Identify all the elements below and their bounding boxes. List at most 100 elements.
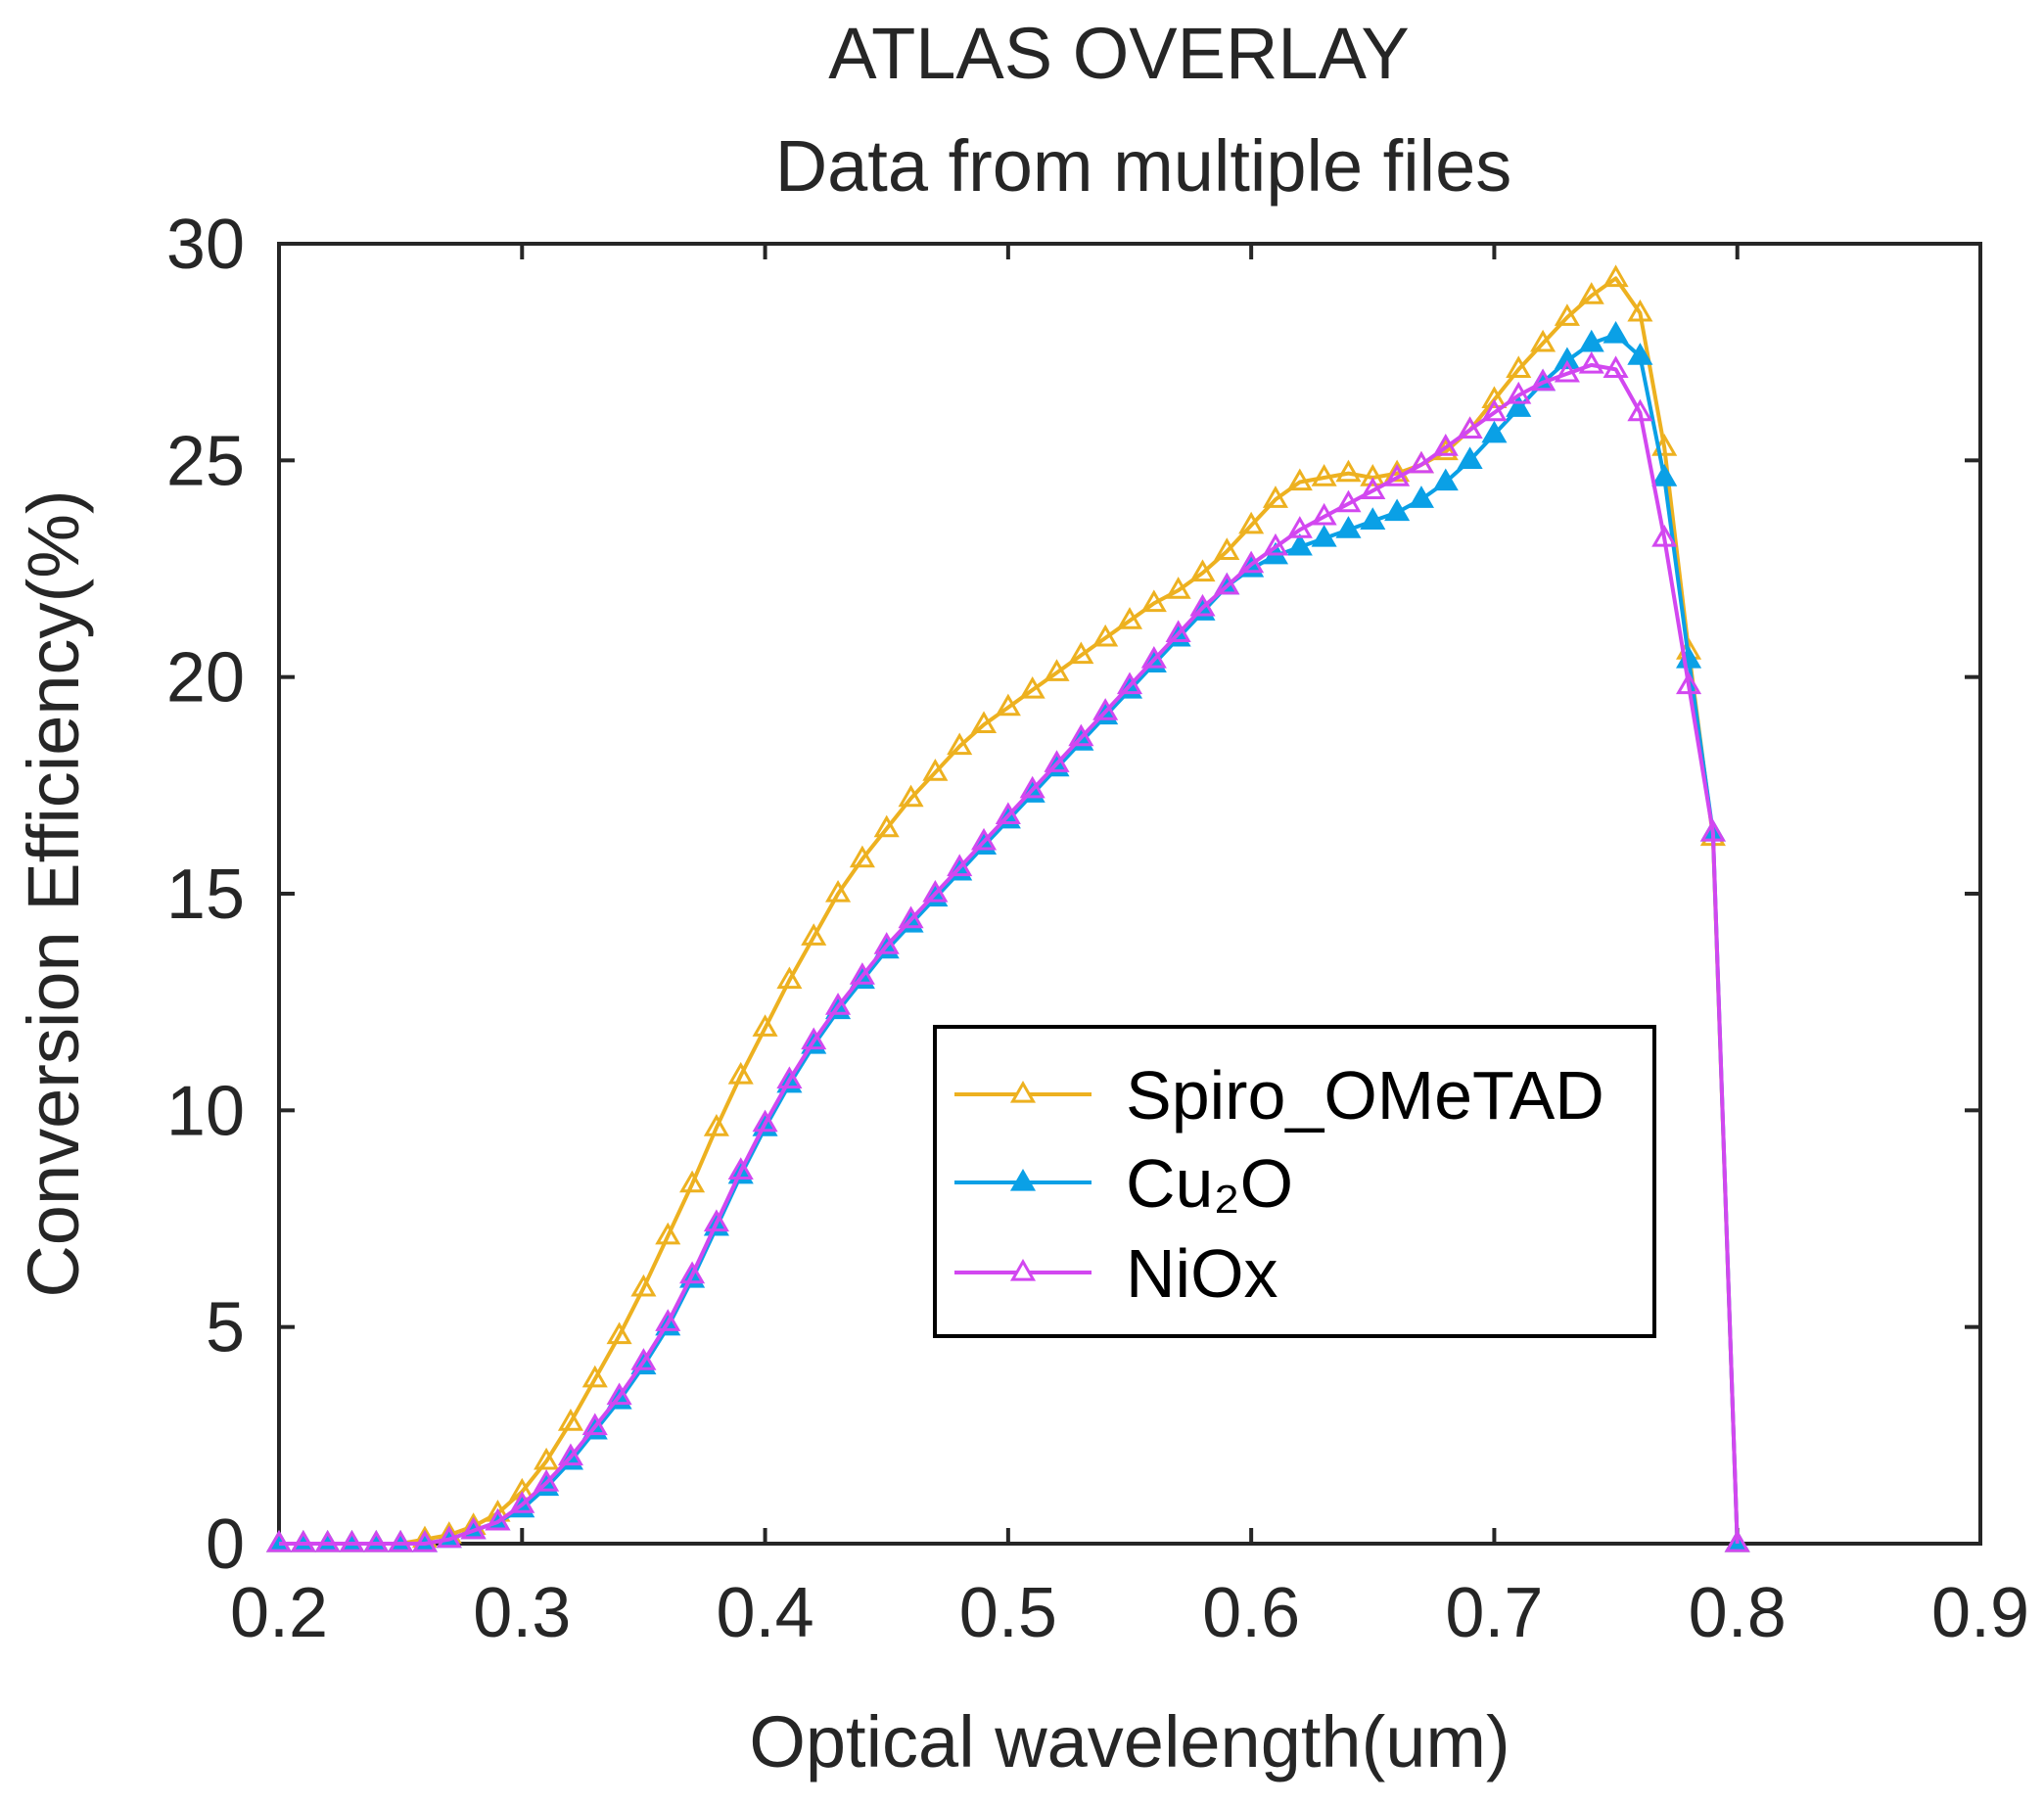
x-tick-label: 0.5 (959, 1574, 1057, 1652)
x-axis-label: Optical wavelength(um) (749, 1701, 1510, 1782)
data-point-niox (1019, 775, 1045, 799)
data-point-spiro-ometad (1238, 511, 1265, 534)
data-point-spiro-ometad (1360, 464, 1386, 486)
y-tick-label: 20 (166, 639, 245, 717)
legend-label: Spiro_OMeTAD (1126, 1057, 1604, 1134)
data-point-niox (1214, 572, 1240, 595)
data-point-spiro-ometad (1506, 355, 1532, 379)
data-point-spiro-ometad (1578, 282, 1604, 304)
data-point-niox (898, 905, 924, 929)
data-point-niox (849, 962, 875, 985)
data-point-niox (947, 854, 973, 877)
x-tick-label: 0.7 (1445, 1574, 1543, 1652)
data-point-spiro-ometad (1092, 624, 1119, 647)
data-point-niox (1506, 381, 1532, 404)
x-tick-label: 0.6 (1202, 1574, 1300, 1652)
data-point-spiro-ometad (1530, 329, 1556, 352)
data-point-cu-o (1286, 532, 1313, 556)
data-point-spiro-ometad (1189, 559, 1216, 582)
data-point-spiro-ometad (898, 784, 924, 808)
data-point-niox (1238, 550, 1265, 574)
data-point-niox (460, 1516, 487, 1540)
data-point-niox (1189, 593, 1216, 617)
data-point-niox (801, 1027, 827, 1050)
x-tick-label: 0.8 (1689, 1574, 1787, 1652)
y-tick-label: 25 (166, 422, 245, 500)
data-point-spiro-ometad (1603, 264, 1629, 288)
data-point-cu-o (1335, 516, 1362, 538)
data-point-spiro-ometad (1481, 386, 1508, 409)
data-point-spiro-ometad (703, 1114, 729, 1136)
data-point-spiro-ometad (1116, 607, 1143, 629)
data-point-niox (679, 1261, 706, 1284)
x-tick-label: 0.9 (1931, 1574, 2029, 1652)
data-point-niox (485, 1507, 511, 1531)
x-tick-label: 0.2 (230, 1574, 328, 1652)
data-point-spiro-ometad (801, 923, 827, 946)
data-point-niox (581, 1412, 608, 1436)
legend-label: NiOx (1126, 1235, 1278, 1312)
data-point-niox (1360, 477, 1386, 499)
data-point-niox (339, 1529, 365, 1552)
series-cu-o (265, 320, 1750, 1552)
data-point-cu-o (1384, 498, 1411, 522)
data-point-spiro-ometad (1335, 459, 1362, 483)
data-point-spiro-ometad (752, 1014, 778, 1037)
data-point-spiro-ometad (1019, 675, 1045, 699)
data-point-niox (703, 1209, 729, 1232)
data-point-cu-o (1627, 343, 1653, 365)
data-point-niox (1140, 645, 1167, 669)
data-point-niox (1262, 532, 1289, 556)
data-point-niox (1092, 698, 1119, 720)
y-axis-label: Conversion Efficiency(%) (13, 489, 94, 1297)
data-point-niox (1335, 489, 1362, 513)
data-point-spiro-ometad (1165, 577, 1191, 599)
data-point-niox (1116, 671, 1143, 695)
legend: Spiro_OMeTAD Cu₂O NiOx (933, 1025, 1656, 1338)
data-point-cu-o (1432, 468, 1459, 491)
data-point-niox (776, 1066, 803, 1088)
data-point-cu-o (1457, 446, 1483, 469)
data-point-niox (995, 802, 1021, 824)
data-point-niox (509, 1491, 535, 1513)
data-point-niox (1432, 434, 1459, 456)
plot-area-frame (277, 242, 1982, 1546)
axis-tick-labels: 0.2 0.3 0.4 0.5 0.6 0.7 0.8 0.9 0 5 10 15 20 25 30 (166, 206, 2029, 1652)
data-point-cu-o (1481, 420, 1508, 443)
y-tick-label: 0 (206, 1505, 245, 1584)
y-tick-label: 10 (166, 1072, 245, 1150)
data-point-niox (1044, 750, 1070, 772)
data-point-spiro-ometad (825, 879, 852, 902)
data-point-spiro-ometad (873, 814, 900, 838)
data-point-niox (1724, 1529, 1750, 1552)
data-point-spiro-ometad (1140, 589, 1167, 613)
y-tick-label: 15 (166, 856, 245, 934)
data-point-spiro-ometad (727, 1061, 754, 1085)
data-point-spiro-ometad (1384, 459, 1411, 483)
data-point-spiro-ometad (1311, 464, 1337, 486)
y-tick-label: 30 (166, 206, 245, 284)
data-point-niox (1603, 355, 1629, 379)
data-point-spiro-ometad (922, 759, 949, 781)
legend-swatch-marker (1009, 1168, 1037, 1191)
data-point-spiro-ometad (655, 1222, 681, 1245)
data-point-spiro-ometad (534, 1447, 560, 1470)
data-point-niox (922, 879, 949, 902)
data-point-niox (534, 1469, 560, 1492)
data-point-spiro-ometad (1044, 659, 1070, 681)
legend-entries: Spiro_OMeTAD Cu₂O NiOx (954, 1057, 1604, 1312)
data-point-cu-o (1603, 320, 1629, 344)
data-point-spiro-ometad (995, 693, 1021, 717)
y-tick-label: 5 (206, 1289, 245, 1367)
data-point-niox (825, 993, 852, 1015)
data-point-spiro-ometad (947, 732, 973, 756)
data-point-cu-o (1311, 525, 1337, 547)
data-point-niox (970, 827, 998, 851)
legend-swatch-marker (1009, 1080, 1037, 1103)
data-point-niox (265, 1529, 293, 1552)
data-point-niox (1286, 516, 1313, 538)
series-niox (265, 350, 1750, 1552)
data-point-spiro-ometad (776, 966, 803, 990)
x-tick-label: 0.4 (717, 1574, 814, 1652)
data-point-cu-o (1578, 329, 1604, 352)
